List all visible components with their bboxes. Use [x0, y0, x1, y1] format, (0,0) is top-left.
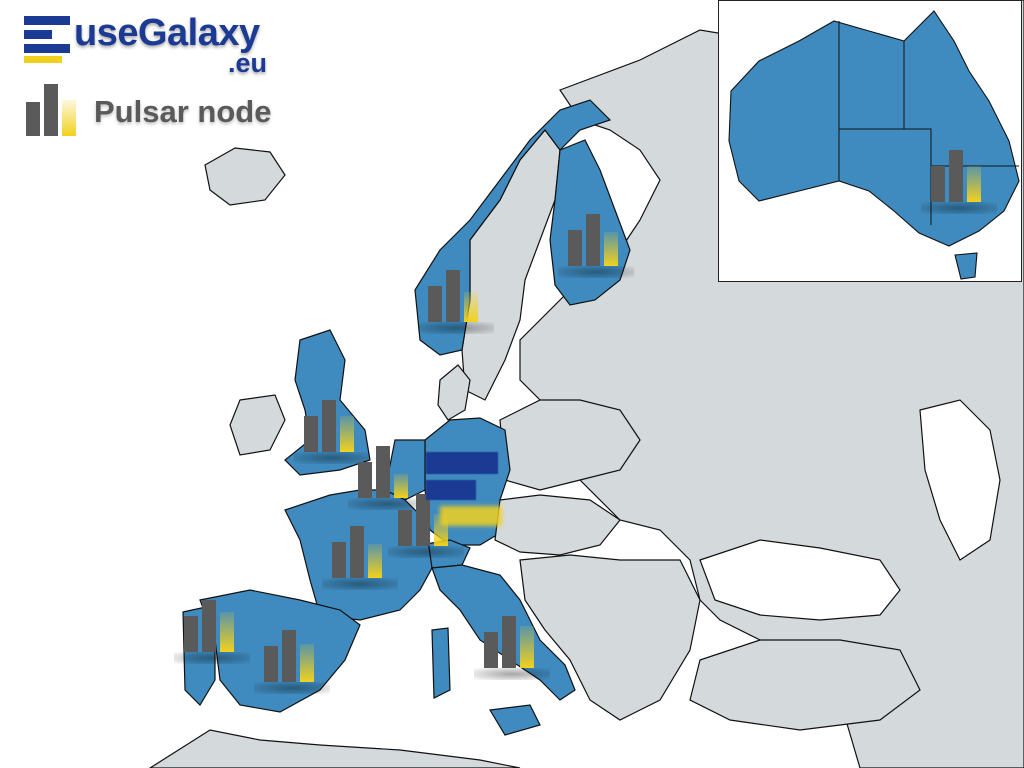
land-austria: [494, 494, 621, 556]
land-north-africa: [148, 729, 521, 768]
land-central: [499, 399, 641, 491]
usegalaxy-logo: useGalaxy .eu: [24, 12, 314, 80]
black-sea: [699, 539, 901, 621]
pulsar-node-norway[interactable]: [418, 266, 494, 334]
brand-name: useGalaxy: [74, 12, 260, 54]
state-borders: [838, 21, 1019, 225]
bar-chart-icon: [24, 80, 84, 142]
pulsar-node-australia[interactable]: [921, 146, 997, 214]
pulsar-node-uk[interactable]: [294, 396, 370, 464]
land-denmark: [437, 364, 471, 421]
legend-label: Pulsar node: [94, 94, 272, 129]
pulsar-node-italy[interactable]: [474, 612, 550, 680]
land-balkans: [519, 554, 701, 721]
land-iceland: [204, 147, 286, 206]
galaxy-logo-icon: [24, 14, 70, 66]
pulsar-node-finland[interactable]: [558, 210, 634, 278]
galaxy-hub-icon[interactable]: [426, 452, 506, 532]
land-tasmania[interactable]: [954, 252, 978, 280]
land-sicily[interactable]: [489, 704, 541, 736]
pulsar-node-belgium[interactable]: [348, 442, 424, 510]
land-spain[interactable]: [199, 589, 361, 713]
land-sardinia[interactable]: [431, 627, 451, 699]
caspian-sea: [919, 399, 1001, 561]
legend: Pulsar node: [24, 80, 324, 140]
pulsar-node-france[interactable]: [322, 522, 398, 590]
pulsar-node-germany-south[interactable]: [388, 490, 464, 558]
pulsar-node-portugal[interactable]: [174, 596, 250, 664]
land-turkey: [689, 639, 921, 731]
land-ireland: [229, 394, 286, 456]
australia-inset: [718, 0, 1022, 282]
brand-suffix: .eu: [228, 48, 268, 78]
australia-map: [728, 10, 1020, 280]
pulsar-node-spain[interactable]: [254, 626, 330, 694]
